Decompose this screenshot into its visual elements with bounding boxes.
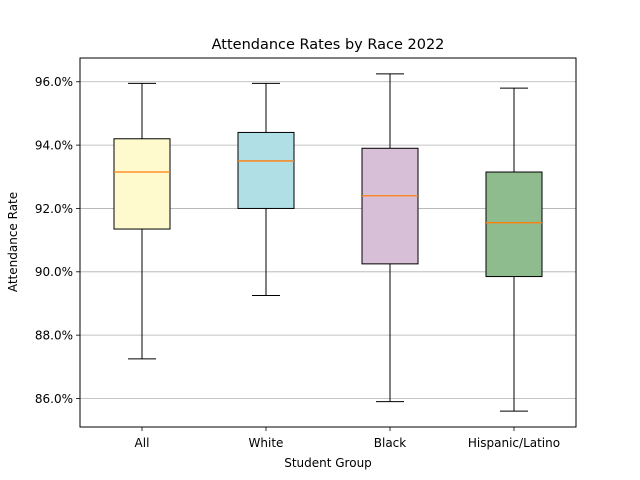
x-tick-label: Black [374, 436, 407, 450]
y-tick-label: 94.0% [35, 138, 73, 152]
x-tick-label: Hispanic/Latino [468, 436, 560, 450]
y-axis-label: Attendance Rate [6, 192, 20, 292]
y-tick-label: 86.0% [35, 392, 73, 406]
box-white [237, 82, 295, 297]
x-axis-ticks: All White Black Hispanic/Latino [135, 427, 560, 450]
iqr-box [113, 138, 171, 230]
y-axis-ticks: 86.0% 88.0% 90.0% 92.0% 94.0% 96.0% [35, 75, 80, 406]
box-hispanic-latino [485, 87, 543, 412]
iqr-box [237, 131, 295, 209]
y-tick-label: 92.0% [35, 202, 73, 216]
iqr-box [485, 171, 543, 278]
box-all [113, 82, 171, 360]
x-tick-label: All [135, 436, 150, 450]
box-series [113, 73, 543, 412]
iqr-box [361, 147, 419, 265]
x-axis-label: Student Group [284, 456, 372, 470]
plot-area-frame [79, 57, 577, 428]
y-tick-label: 96.0% [35, 75, 73, 89]
y-tick-label: 90.0% [35, 265, 73, 279]
y-tick-label: 88.0% [35, 328, 73, 342]
x-tick-label: White [249, 436, 284, 450]
box-black [361, 73, 419, 403]
chart-title: Attendance Rates by Race 2022 [212, 37, 445, 53]
